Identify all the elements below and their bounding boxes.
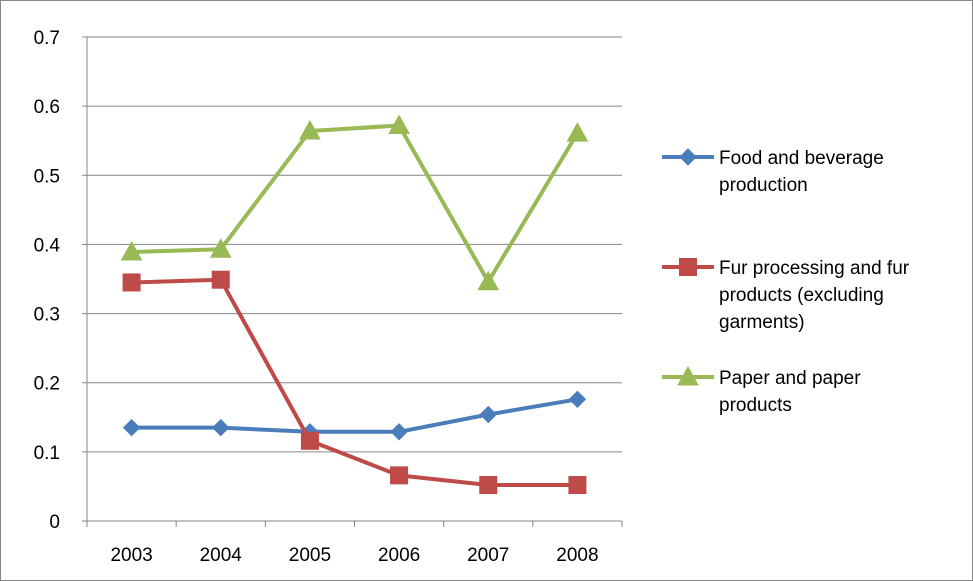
legend-marker — [677, 365, 699, 386]
data-point — [120, 241, 143, 261]
legend-marker — [679, 148, 697, 166]
y-tick-label: 0.7 — [34, 28, 60, 49]
data-point — [122, 273, 141, 292]
series-line — [129, 123, 580, 284]
legend-entry-3: Paper and paper products — [662, 365, 861, 416]
legend-label: products — [719, 395, 792, 416]
data-point — [122, 418, 141, 437]
x-tick-label: 2005 — [289, 545, 331, 566]
data-point — [299, 120, 321, 140]
data-point — [568, 476, 587, 495]
x-tick-label: 2004 — [200, 545, 243, 566]
legend-label: Fur processing and fur — [719, 258, 910, 279]
data-point — [477, 270, 500, 291]
gridlines — [87, 36, 622, 453]
data-point — [212, 418, 230, 437]
legend-entry-2: Fur processing and fur products (excludin… — [662, 258, 910, 333]
legend-entry-1: Food and beverage production — [662, 148, 884, 196]
series-line — [129, 397, 580, 434]
series-3 — [120, 114, 589, 291]
axes — [82, 36, 623, 527]
data-point — [211, 270, 230, 289]
legend: Food and beverage production Fur processin… — [662, 148, 910, 416]
data-point — [479, 476, 498, 495]
series-1 — [122, 390, 587, 441]
x-tick-label: 2008 — [556, 545, 598, 566]
data-point — [479, 405, 497, 424]
legend-label: Food and beverage — [719, 148, 884, 169]
data-point — [209, 238, 232, 258]
data-point — [388, 114, 410, 135]
series-lines — [120, 114, 589, 495]
legend-label: production — [719, 175, 808, 196]
y-axis-tick-labels: 0 0.1 0.2 0.3 0.4 0.5 0.6 0.7 — [34, 28, 61, 533]
data-point — [390, 466, 409, 485]
y-tick-label: 0.3 — [34, 305, 60, 326]
series-2 — [122, 270, 587, 495]
y-tick-label: 0 — [49, 512, 60, 533]
data-point — [300, 431, 319, 450]
y-tick-label: 0.1 — [34, 443, 60, 464]
x-tick-label: 2007 — [467, 545, 509, 566]
data-point — [390, 423, 408, 441]
data-point — [566, 122, 589, 142]
y-tick-label: 0.2 — [34, 374, 60, 395]
x-axis-tick-labels: 2003 2004 2005 2006 2007 2008 — [110, 545, 598, 566]
x-tick-label: 2006 — [378, 545, 420, 566]
y-tick-label: 0.5 — [34, 166, 60, 187]
data-point — [568, 390, 587, 409]
legend-marker — [679, 258, 697, 276]
legend-label: products (excluding — [719, 285, 884, 306]
x-tick-label: 2003 — [110, 545, 152, 566]
series-line — [129, 277, 580, 488]
legend-label: garments) — [719, 312, 805, 333]
y-tick-label: 0.4 — [34, 235, 61, 256]
y-tick-label: 0.6 — [34, 97, 60, 118]
legend-label: Paper and paper — [719, 368, 861, 389]
